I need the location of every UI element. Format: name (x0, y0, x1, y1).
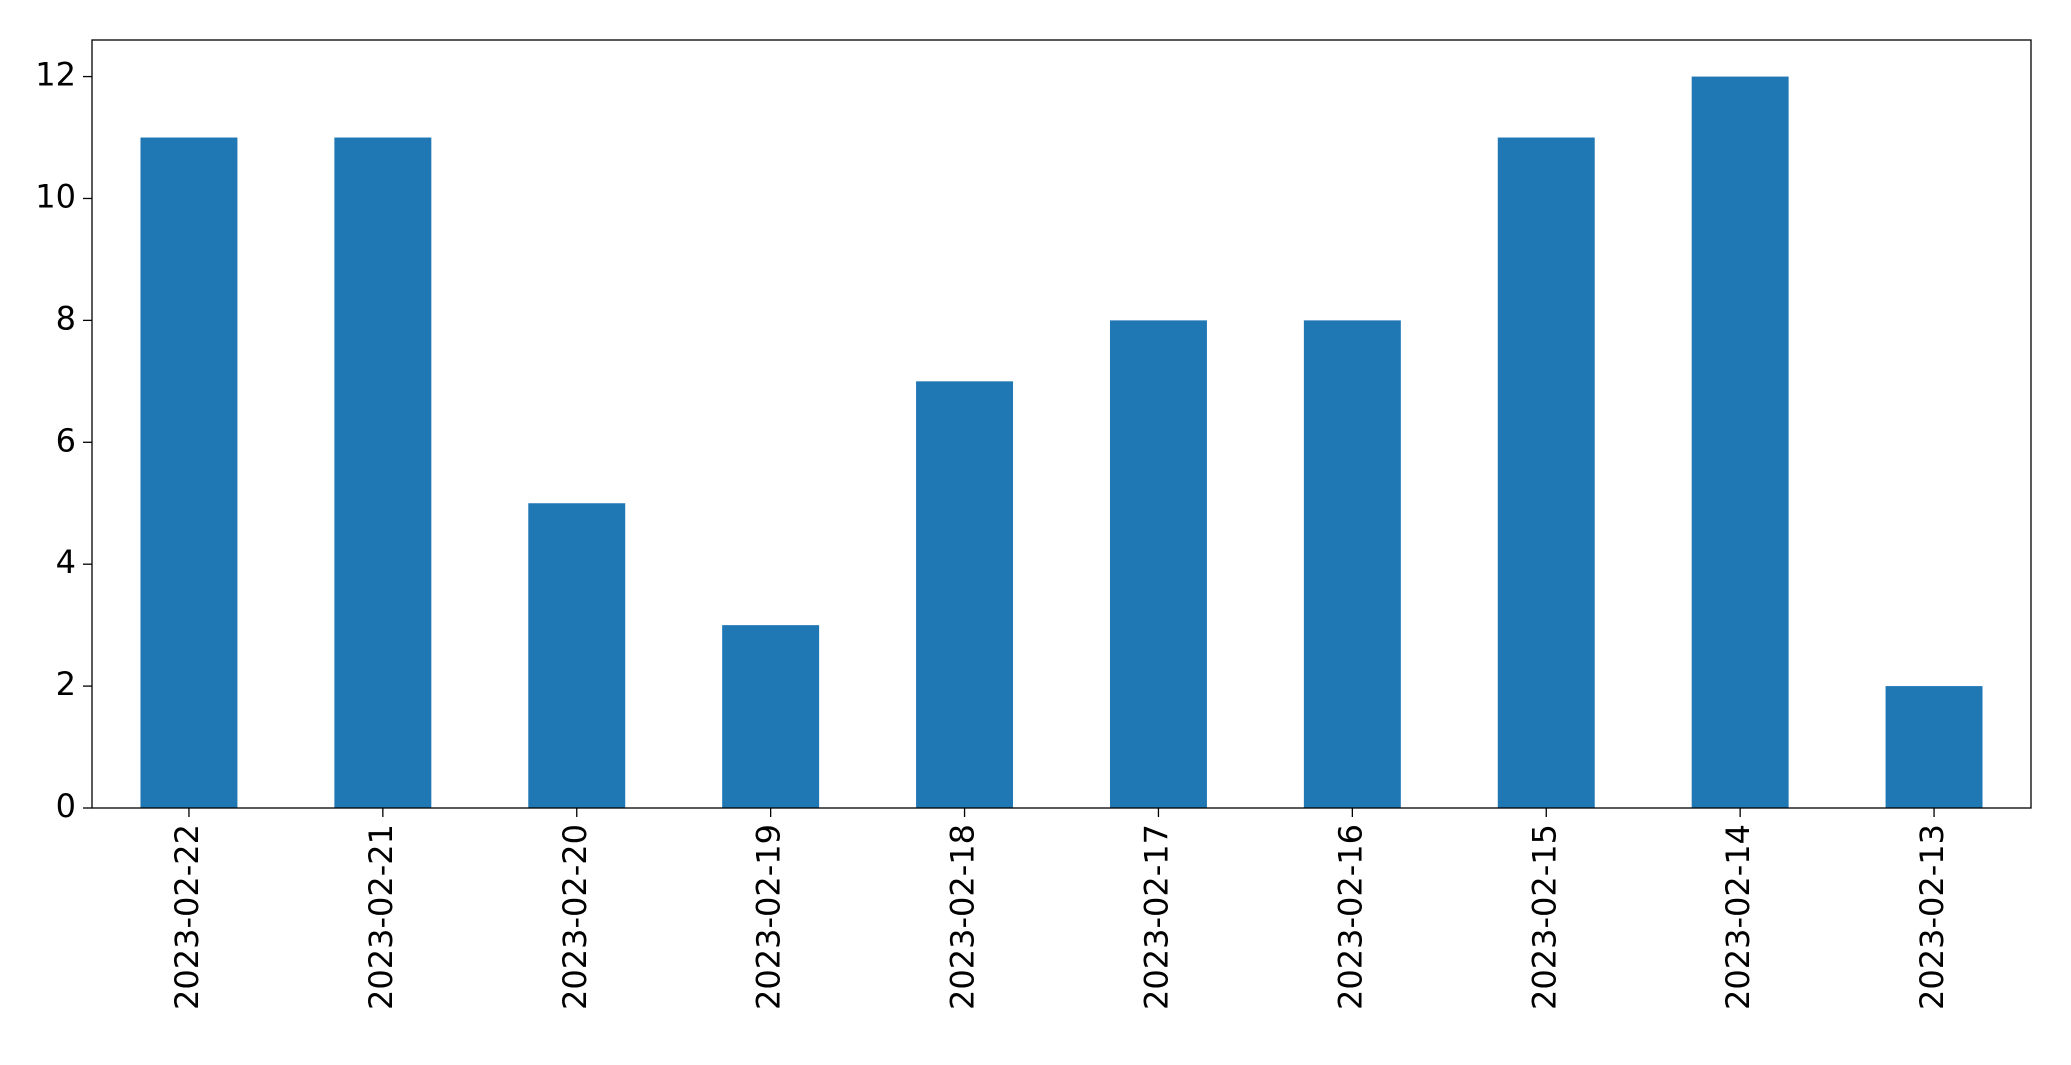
bar (1885, 686, 1983, 808)
bar (722, 625, 820, 808)
bar (1497, 137, 1595, 808)
y-tick-label: 10 (35, 177, 76, 215)
bar (140, 137, 238, 808)
x-tick-label: 2023-02-19 (750, 824, 788, 1010)
x-tick-label: 2023-02-14 (1719, 824, 1757, 1010)
plot-frame (91, 39, 2032, 809)
y-tick-label: 0 (56, 787, 76, 825)
y-tick-label: 4 (56, 543, 76, 581)
x-tick-label: 2023-02-16 (1331, 824, 1369, 1010)
x-tick-label: 2023-02-13 (1913, 824, 1951, 1010)
x-tick-label: 2023-02-18 (944, 824, 982, 1010)
x-tick-label: 2023-02-15 (1525, 824, 1563, 1010)
bar (916, 381, 1014, 808)
bar (334, 137, 432, 808)
y-tick-label: 12 (35, 56, 76, 94)
x-tick-label: 2023-02-17 (1137, 824, 1175, 1010)
y-tick-label: 6 (56, 421, 76, 459)
y-tick-label: 2 (56, 665, 76, 703)
x-tick-label: 2023-02-22 (168, 824, 206, 1010)
x-tick-label: 2023-02-21 (362, 824, 400, 1010)
bar (1303, 320, 1401, 808)
bar (528, 503, 626, 808)
x-tick-label: 2023-02-20 (556, 824, 594, 1010)
y-tick-label: 8 (56, 299, 76, 337)
bar (1109, 320, 1207, 808)
bar (1691, 76, 1789, 809)
